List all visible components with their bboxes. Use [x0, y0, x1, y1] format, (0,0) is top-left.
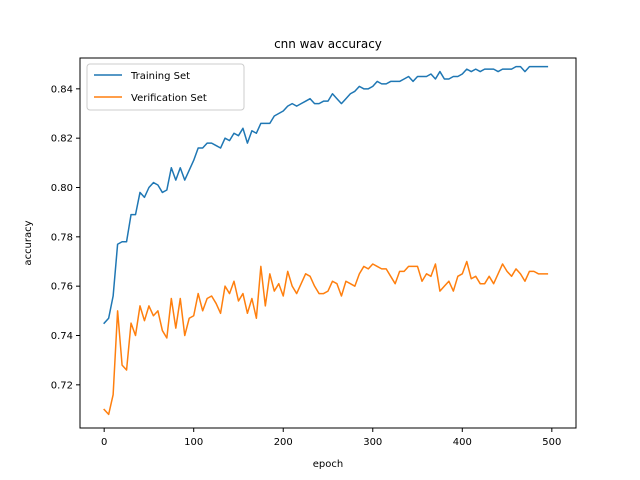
x-tick-label: 300 — [363, 437, 382, 448]
plot-series — [103, 65, 549, 416]
y-tick-label: 0.72 — [51, 380, 73, 391]
series-line-verification-set — [103, 260, 549, 416]
x-tick-label: 200 — [274, 437, 293, 448]
y-tick-label: 0.74 — [51, 331, 73, 342]
chart-title: cnn wav accuracy — [274, 37, 382, 51]
series-line-training-set — [103, 65, 549, 325]
y-tick-label: 0.82 — [51, 134, 73, 145]
y-axis-ticks: 0.72 0.74 0.76 0.78 0.80 0.82 0.84 — [51, 84, 80, 391]
y-tick-label: 0.78 — [51, 232, 73, 243]
y-tick-label: 0.80 — [51, 183, 73, 194]
x-tick-label: 0 — [101, 437, 107, 448]
y-tick-label: 0.76 — [51, 282, 73, 293]
legend-label-training-set: Training Set — [130, 71, 190, 82]
x-tick-label: 100 — [184, 437, 203, 448]
y-axis-label: accuracy — [23, 220, 34, 265]
legend-label-verification-set: Verification Set — [131, 93, 207, 104]
plot-frame — [79, 57, 577, 429]
y-tick-label: 0.84 — [51, 84, 73, 95]
x-axis-ticks: 0 100 200 300 400 500 — [101, 428, 561, 448]
legend: Training Set Verification Set — [86, 63, 245, 111]
x-axis-label: epoch — [313, 459, 343, 470]
x-tick-label: 500 — [542, 437, 561, 448]
legend-box — [86, 63, 245, 111]
x-tick-label: 400 — [453, 437, 472, 448]
